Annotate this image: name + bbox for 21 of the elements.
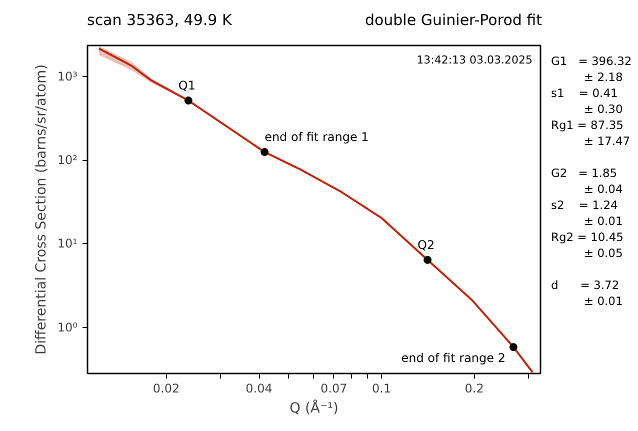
chart-subtitle: double Guinier-Porod fit <box>364 10 542 31</box>
annotation: end of fit range 2 <box>401 351 506 366</box>
x-tick-label: 0.07 <box>320 382 348 396</box>
annotation: 13:42:13 03.03.2025 <box>416 54 533 66</box>
y-tick-label: 10⁰ <box>57 320 78 334</box>
annotation: Q2 <box>418 238 435 252</box>
y-axis-title: Differential Cross Section (barns/sr/atom) <box>33 64 50 355</box>
text: G2 = 1.85 ± 0.04 s2 = 1.24 ± 0.01 Rg2 = 10.45 ± 0.05 <box>551 165 624 261</box>
x-tick-label: 0.2 <box>464 382 484 396</box>
annotation: Q1 <box>178 78 196 93</box>
text: G1 = 396.32 ± 2.18 s1 = 0.41 ± 0.30 Rg1 = 87.35 ± 17.47 <box>551 53 632 149</box>
chart-title: scan 35363, 49.9 K <box>87 10 232 31</box>
x-tick-label: 0.04 <box>246 382 272 396</box>
x-axis-title: Q (Å⁻¹) <box>290 400 338 416</box>
x-tick-label: 0.02 <box>152 382 180 396</box>
x-tick-label: 0.1 <box>372 382 392 396</box>
y-tick-label: 10¹ <box>57 236 78 251</box>
y-tick-label: 10³ <box>57 70 78 84</box>
y-tick-label: 10² <box>57 153 78 168</box>
annotation: end of fit range 1 <box>264 130 369 144</box>
text: d = 3.72 ± 0.01 <box>551 277 624 309</box>
